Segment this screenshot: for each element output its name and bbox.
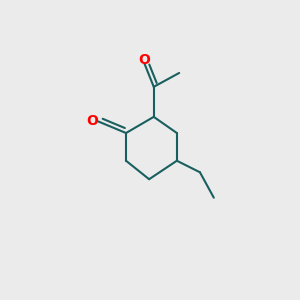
Text: O: O (139, 53, 150, 67)
Text: O: O (87, 115, 98, 128)
